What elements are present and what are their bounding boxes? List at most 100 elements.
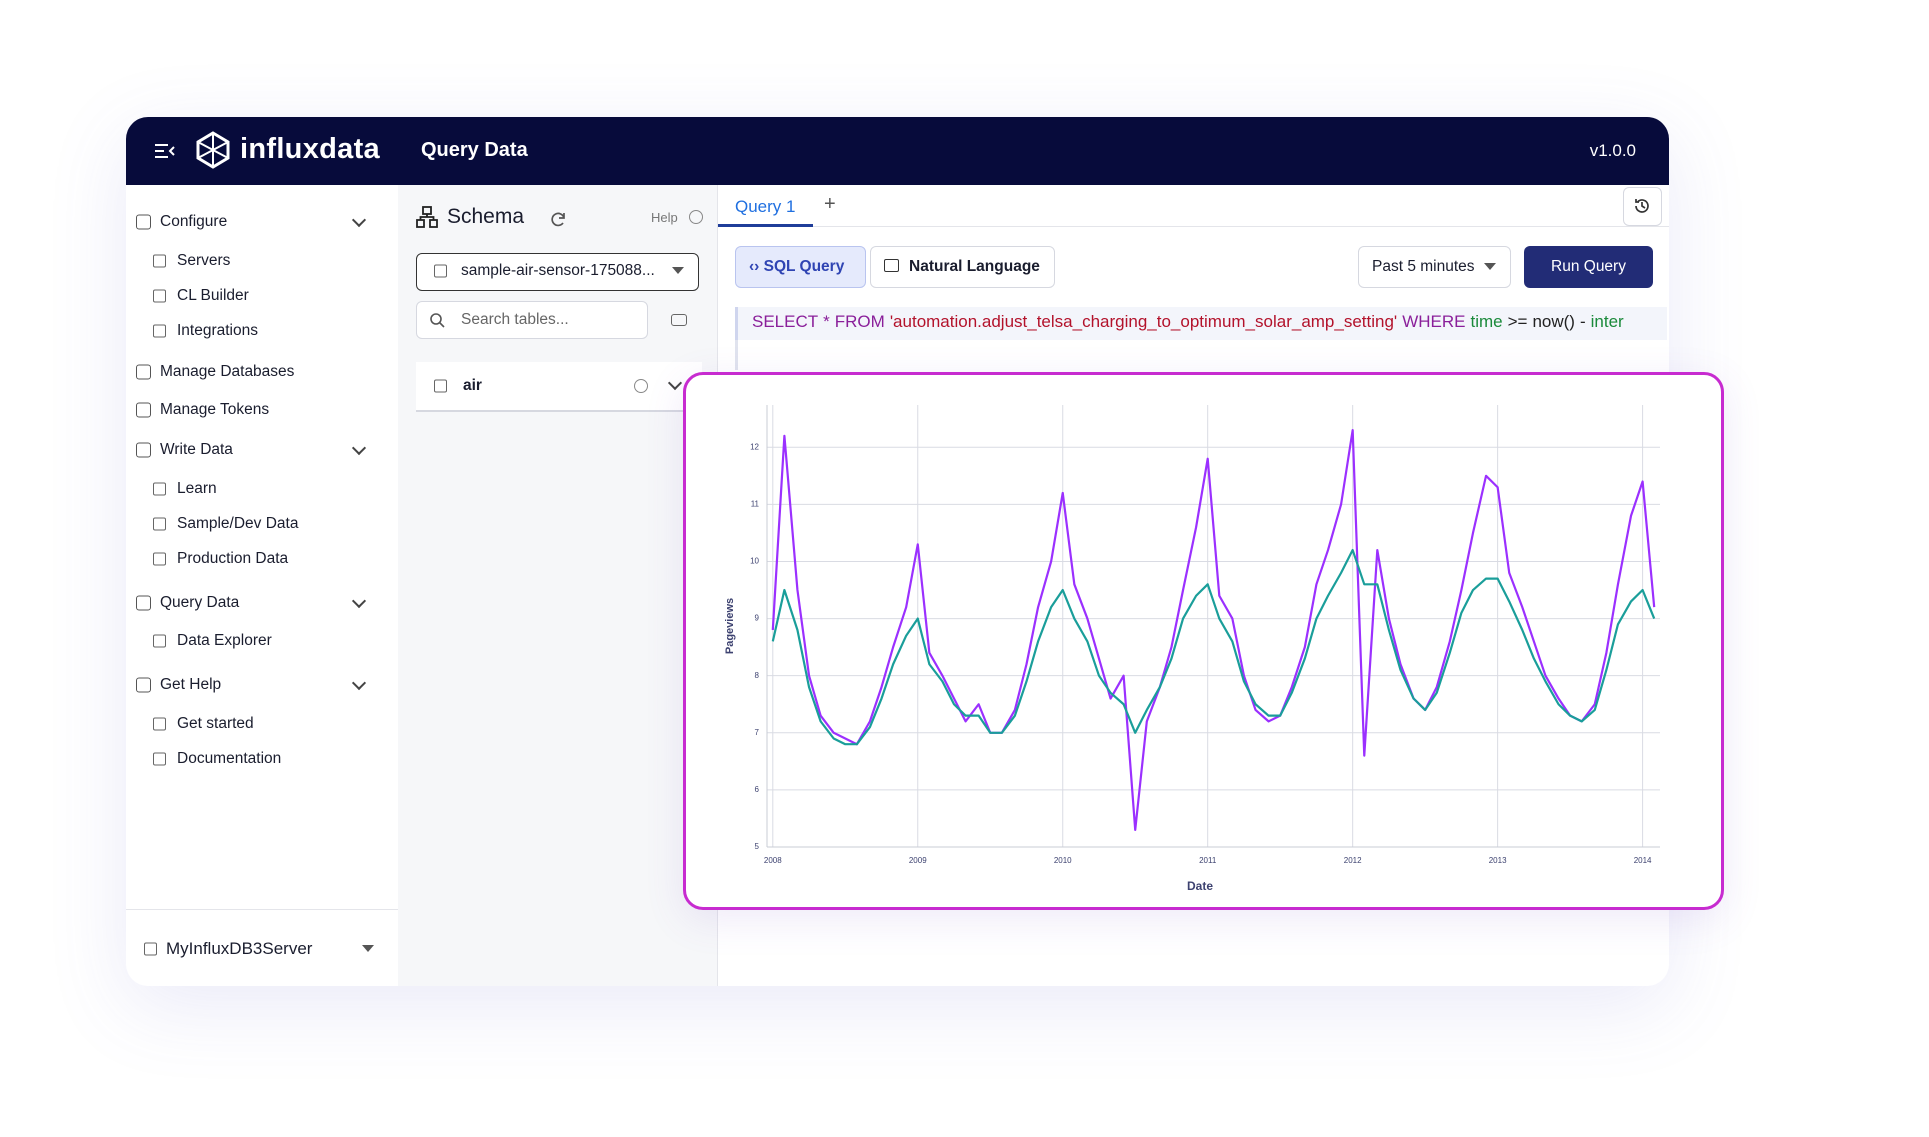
chart: Date Pageviews 5 6 7 8 9 10 11 12 2008 2009 2010 20… xyxy=(724,405,1660,893)
nav-item[interactable]: Write Data xyxy=(160,441,233,459)
nav-icon xyxy=(153,254,166,268)
nav-subitem[interactable]: Sample/Dev Data xyxy=(177,515,299,533)
operator: * xyxy=(823,312,830,331)
nav-item[interactable]: Configure xyxy=(160,212,228,230)
function: now() xyxy=(1532,312,1575,331)
database-select[interactable] xyxy=(416,253,699,291)
nav-subitem[interactable]: CL Builder xyxy=(177,286,249,304)
header: influxdata Query Data v1.0.0 xyxy=(126,117,1669,185)
nav-icon xyxy=(153,324,166,337)
nav-icon xyxy=(136,677,151,693)
schema-title: Schema xyxy=(447,205,525,228)
nav-icon xyxy=(153,552,166,566)
y-tick-label: 7 xyxy=(755,728,760,737)
y-tick-label: 10 xyxy=(750,557,759,566)
logo-icon xyxy=(196,131,230,169)
nl-mode[interactable] xyxy=(870,246,1055,288)
server-select[interactable]: MyInfluxDB3Server xyxy=(166,939,313,958)
nav-subitem[interactable]: Production Data xyxy=(177,550,289,567)
server-icon xyxy=(144,942,157,956)
nav-subitem[interactable]: Get started xyxy=(177,714,254,732)
editor-gutter xyxy=(735,340,738,370)
divider xyxy=(126,909,398,910)
nl-mode-label[interactable]: Natural Language xyxy=(909,258,1040,275)
nav-icon xyxy=(136,402,151,418)
brand: influxdata xyxy=(240,133,380,165)
dropdown-icon[interactable] xyxy=(1484,262,1496,271)
line-series xyxy=(771,548,1656,746)
x-tick-label: 2014 xyxy=(1634,856,1652,865)
keyword: WHERE xyxy=(1402,312,1466,331)
nav-item[interactable]: Get Help xyxy=(160,676,222,694)
menu-icon[interactable] xyxy=(154,141,176,161)
time-range[interactable] xyxy=(1358,246,1511,288)
nav-item[interactable]: Manage Databases xyxy=(160,362,295,380)
nav-subitem[interactable]: Data Explorer xyxy=(177,632,272,650)
nav-icon xyxy=(153,482,166,496)
sql-mode[interactable] xyxy=(735,246,866,288)
run-query[interactable]: Run Query xyxy=(1524,246,1653,288)
keyword: SELECT xyxy=(752,312,819,331)
x-axis-label: Date xyxy=(1187,879,1213,893)
y-tick-label: 12 xyxy=(750,442,759,451)
table-row[interactable] xyxy=(416,362,702,412)
expand-icon[interactable] xyxy=(351,593,367,608)
query-text: SELECT * FROM'automation.adjust_telsa_char… xyxy=(752,312,1662,332)
chat-icon xyxy=(884,259,899,272)
query-line xyxy=(735,307,1667,340)
dropdown-icon[interactable] xyxy=(361,943,375,953)
line-series xyxy=(771,429,1656,831)
nav-subitem[interactable]: Learn xyxy=(177,480,217,498)
page-title: Query Data xyxy=(421,139,528,161)
nav-icon xyxy=(153,634,166,648)
add-tab[interactable]: + xyxy=(824,193,836,215)
sql-mode-label[interactable]: SQL Query xyxy=(763,258,845,275)
expand-icon[interactable] xyxy=(351,441,367,456)
table-icon xyxy=(434,379,447,393)
query-tab[interactable]: Query 1 xyxy=(735,197,796,216)
nav-item[interactable]: Manage Tokens xyxy=(160,401,270,419)
nav-subitem[interactable]: Integrations xyxy=(177,321,258,339)
nav-icon xyxy=(136,214,151,230)
operator: >= xyxy=(1507,312,1528,331)
expand-icon[interactable] xyxy=(351,212,367,227)
version: v1.0.0 xyxy=(1589,141,1636,160)
time-range-label[interactable]: Past 5 minutes xyxy=(1372,258,1475,275)
search-placeholder: Search tables... xyxy=(461,311,569,328)
database-name: sample-air-sensor-175088... xyxy=(461,262,655,279)
x-tick-label: 2013 xyxy=(1489,856,1507,865)
expand-icon[interactable] xyxy=(351,676,367,691)
x-tick-label: 2012 xyxy=(1344,856,1362,865)
database-icon xyxy=(434,264,447,278)
nav-icon xyxy=(136,595,151,611)
info-icon[interactable] xyxy=(634,379,648,393)
nav-icon xyxy=(136,364,151,380)
keyword: FROM xyxy=(834,312,885,331)
schema-icon xyxy=(416,206,438,228)
dropdown-icon[interactable] xyxy=(672,266,684,275)
string: 'automation.adjust_telsa_charging_to_opt… xyxy=(889,312,1398,331)
search-icon xyxy=(430,313,445,328)
history-icon xyxy=(1635,199,1649,213)
search-box[interactable] xyxy=(416,301,648,339)
nav-icon xyxy=(153,717,166,731)
help-icon[interactable] xyxy=(689,210,703,224)
y-axis-label: Pageviews xyxy=(724,598,736,654)
tab-divider xyxy=(718,226,1669,227)
help-link[interactable]: Help xyxy=(651,210,678,225)
nav-subitem[interactable]: Documentation xyxy=(177,749,282,767)
tab-underline xyxy=(718,224,813,227)
nav-item[interactable]: Query Data xyxy=(160,593,240,611)
y-tick-label: 9 xyxy=(755,614,760,623)
x-tick-label: 2009 xyxy=(909,856,927,865)
x-tick-label: 2011 xyxy=(1199,856,1217,865)
sidebar: Configure Servers CL Builder Integrations Ma… xyxy=(126,185,399,986)
collapse-icon[interactable] xyxy=(671,314,687,326)
nav-subitem[interactable]: Servers xyxy=(177,251,231,269)
refresh-icon[interactable] xyxy=(549,210,567,228)
y-tick-label: 5 xyxy=(755,842,760,851)
operator: - xyxy=(1579,312,1586,331)
identifier: inter xyxy=(1590,312,1624,331)
chart-card: Date Pageviews 5 6 7 8 9 10 11 12 2008 2009 2010 20… xyxy=(683,372,1724,910)
